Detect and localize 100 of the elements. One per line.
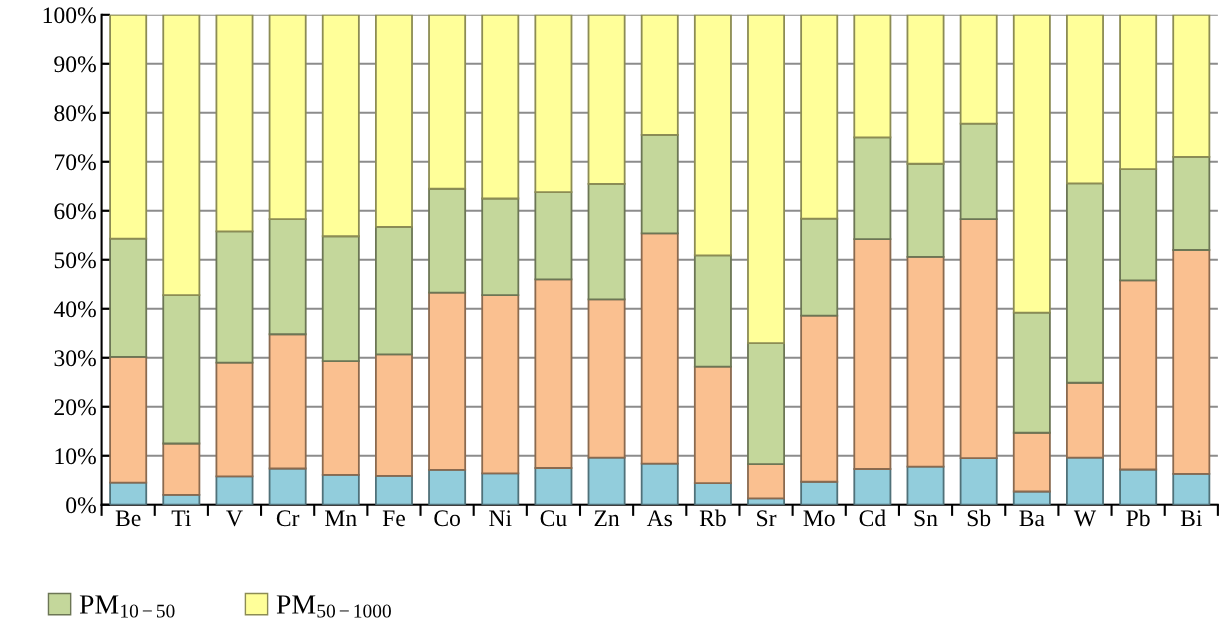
bar [640,133,679,235]
x-tick-label: V [226,510,243,527]
bar [1012,14,1051,314]
bar [587,456,626,505]
bar [587,182,626,301]
bar [853,136,892,241]
bar [1172,472,1211,505]
bar [109,237,148,358]
bar [374,14,413,228]
y-tick-label: 60% [54,203,96,220]
y-tick-label: 100% [43,7,96,24]
bar [1172,249,1211,475]
bar [1172,155,1211,251]
bar [800,14,839,220]
x-tick-label: Be [115,510,141,527]
bar [428,469,467,505]
x-tick-label: Mn [325,510,357,526]
bar [1119,168,1158,282]
bar [109,355,148,484]
x-tick-label: Ni [489,510,512,526]
bar [374,353,413,477]
bar [747,342,786,465]
x-tick-label: Rb [699,509,726,527]
bar [215,230,254,364]
bar [693,14,732,257]
bar [268,218,307,336]
bar [268,14,307,221]
bar [853,238,892,470]
bar [428,291,467,471]
bar [906,465,945,505]
bar [959,457,998,505]
bar [481,14,520,200]
bar [1012,431,1051,493]
bar [534,467,573,505]
bar [1066,456,1104,505]
bar [853,14,892,139]
bar [693,482,732,505]
bar [321,473,360,505]
bar [428,14,467,190]
bar [162,442,201,496]
bar [1012,311,1051,434]
bar [906,162,945,258]
bar [959,218,998,460]
bar [428,187,467,294]
bar [321,235,360,363]
bar [800,217,839,317]
x-tick-label: As [646,510,672,527]
bar [906,14,945,165]
x-tick-label: Sr [757,510,777,527]
y-tick-label: 90% [54,56,96,73]
bar [162,294,201,445]
x-tick-label: Ba [1019,510,1045,527]
bar [534,278,573,469]
y-tick-label: 40% [53,301,96,318]
x-tick-label: Sn [914,510,938,527]
x-tick-label: Cd [859,509,886,527]
x-tick-label: Cr [276,510,300,527]
bar [481,197,520,296]
x-tick-label: Pb [1126,509,1150,527]
bar [640,14,679,136]
bar [1066,14,1104,185]
x-tick-label: Fe [382,510,405,527]
bar [215,14,254,233]
x-tick-label: Mo [803,510,835,527]
x-tick-label: W [1073,510,1097,527]
y-tick-label: 70% [55,154,96,171]
bar [321,360,360,476]
bar [215,361,254,478]
bar [853,468,892,505]
bar [1172,14,1211,158]
x-tick-label: Cu [540,510,567,527]
bar [640,462,679,505]
bar [747,463,786,500]
bar [1119,279,1158,471]
bar [268,467,307,505]
y-tick-label: 20% [54,399,96,416]
bar [374,474,413,505]
bar [215,475,254,505]
y-tick-label: 0% [66,497,96,514]
x-tick-label: Bi [1180,510,1203,527]
bar [374,226,413,356]
bar [481,294,520,475]
bar [587,14,626,185]
bar [321,14,360,238]
bar [906,255,945,468]
bar [959,14,998,125]
legend-label: PM$_{10−50}$ [79,595,175,618]
bar [640,232,679,465]
x-tick-label: Ti [171,510,191,526]
bar [1119,468,1158,505]
bar [800,314,839,483]
y-tick-label: 30% [54,350,96,367]
bar [1066,182,1104,384]
bar [693,365,732,485]
bar [481,472,520,505]
legend-label: PM$_{50−1000}$ [276,595,391,618]
bar [959,122,998,221]
x-tick-label: Co [434,510,460,527]
bar [747,14,786,344]
bar [1119,14,1158,171]
